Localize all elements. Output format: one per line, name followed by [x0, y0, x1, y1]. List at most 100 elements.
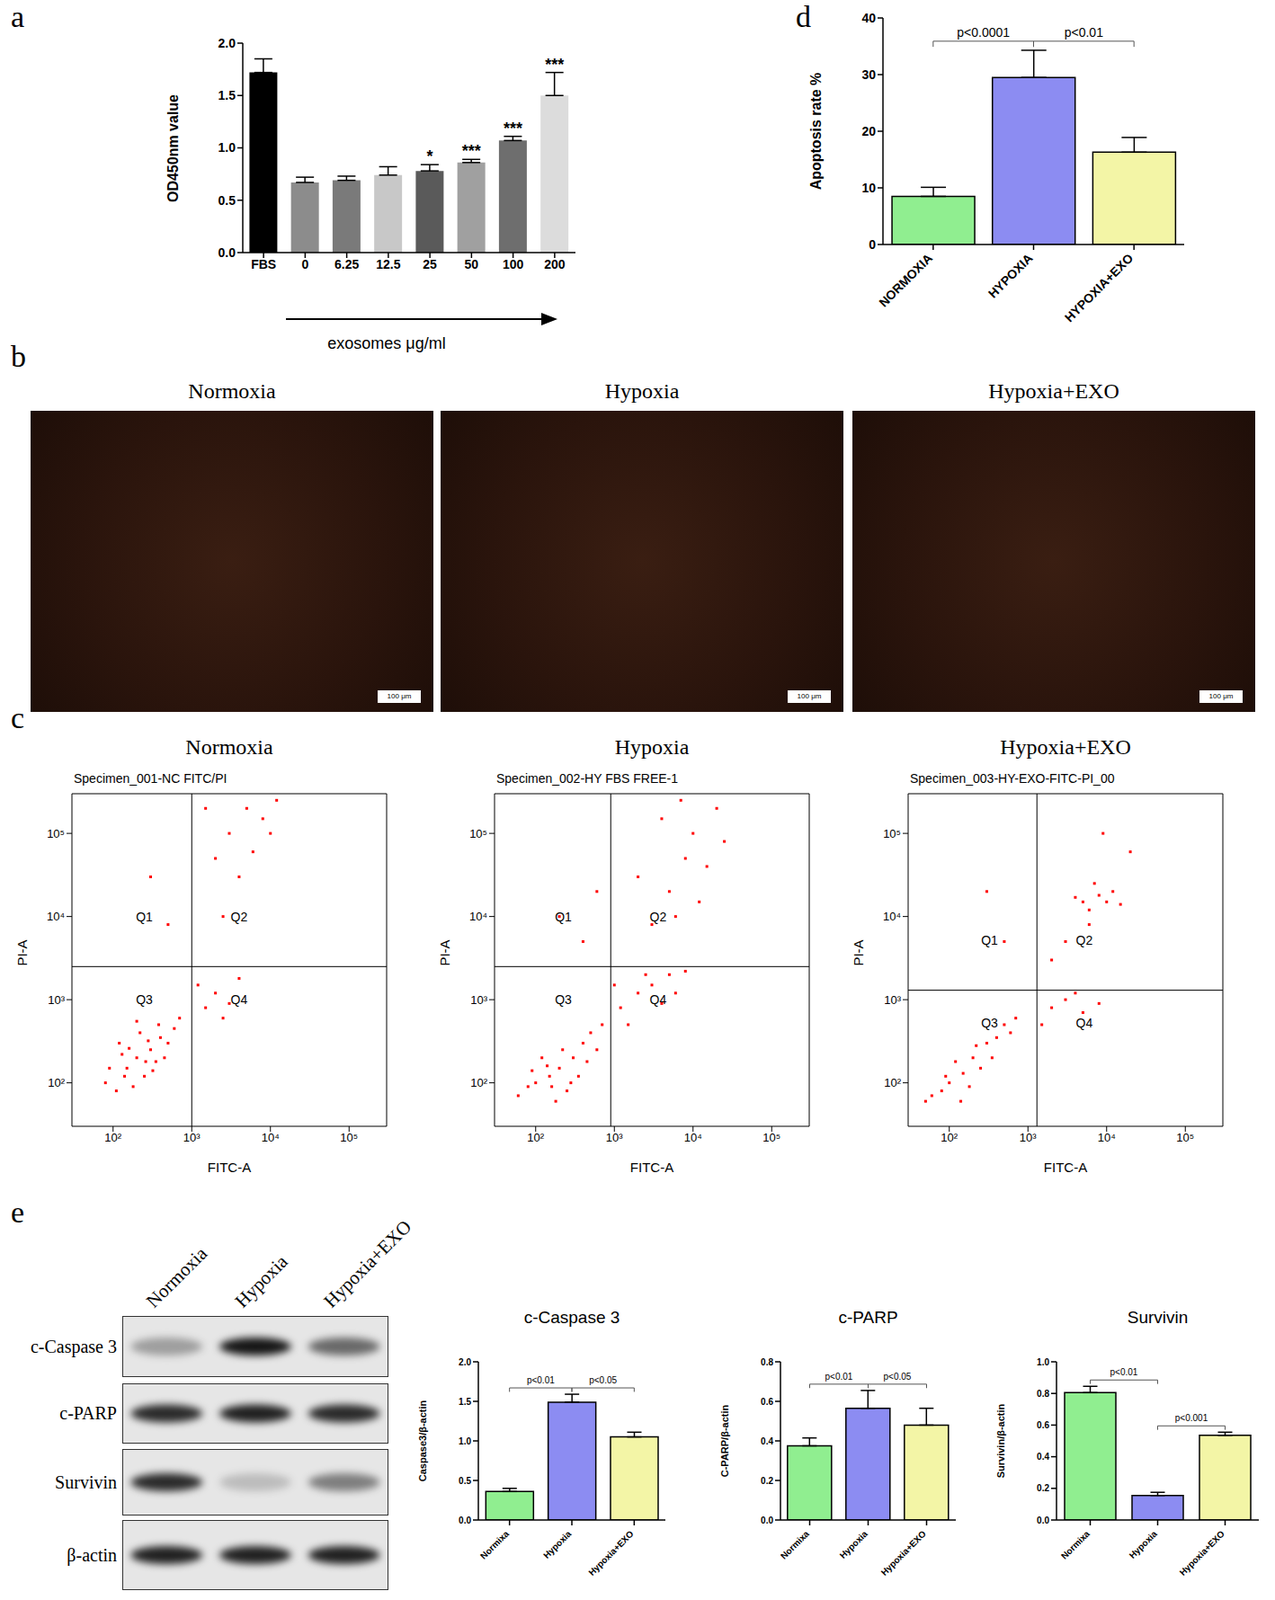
svg-text:*: * [426, 147, 433, 166]
svg-text:0.6: 0.6 [1036, 1420, 1050, 1431]
svg-text:10³: 10³ [183, 1131, 201, 1145]
svg-text:10⁵: 10⁵ [1176, 1131, 1195, 1145]
svg-text:1.0: 1.0 [218, 140, 237, 155]
svg-text:HYPOXIA: HYPOXIA [985, 250, 1036, 302]
svg-text:10³: 10³ [883, 993, 901, 1008]
svg-text:1.0: 1.0 [1036, 1357, 1050, 1368]
svg-text:Q1: Q1 [135, 909, 153, 925]
svg-text:10³: 10³ [47, 993, 65, 1008]
svg-text:0.8: 0.8 [1036, 1389, 1050, 1400]
html-text:Normoxia: Normoxia [188, 379, 276, 403]
svg-text:FBS: FBS [250, 257, 277, 272]
svg-text:10³: 10³ [470, 993, 488, 1008]
svg-text:p<0.05: p<0.05 [588, 1375, 617, 1386]
svg-text:Q3: Q3 [135, 992, 153, 1008]
svg-text:Q3: Q3 [554, 992, 572, 1008]
svg-text:10⁴: 10⁴ [469, 909, 488, 924]
svg-text:***: *** [462, 142, 482, 161]
svg-text:Hypoxia: Hypoxia [231, 1250, 294, 1313]
svg-text:Q3: Q3 [980, 1016, 999, 1031]
svg-text:10²: 10² [883, 1076, 901, 1090]
html-text:Hypoxia+EXO: Hypoxia+EXO [988, 379, 1120, 403]
svg-text:1.5: 1.5 [218, 88, 237, 103]
svg-text:25: 25 [422, 257, 437, 272]
svg-text:NORMOXIA: NORMOXIA [875, 250, 936, 311]
svg-text:20: 20 [861, 124, 876, 139]
svg-text:50: 50 [464, 257, 480, 272]
svg-text:p<0.001: p<0.001 [1175, 1413, 1209, 1424]
svg-text:10⁵: 10⁵ [339, 1131, 358, 1145]
svg-text:100: 100 [502, 257, 525, 272]
svg-text:0.4: 0.4 [760, 1436, 774, 1447]
svg-text:10²: 10² [940, 1131, 958, 1145]
svg-text:200: 200 [543, 257, 566, 272]
svg-text:Q1: Q1 [980, 933, 999, 948]
svg-text:Hypoxia+EXO: Hypoxia+EXO [586, 1528, 636, 1579]
svg-text:p<0.0001: p<0.0001 [956, 25, 1010, 40]
svg-text:10: 10 [861, 180, 876, 196]
svg-text:10²: 10² [470, 1076, 488, 1090]
svg-text:Q2: Q2 [650, 909, 668, 925]
svg-text:0.5: 0.5 [458, 1476, 472, 1487]
svg-text:***: *** [503, 119, 523, 138]
svg-text:Normixa: Normixa [778, 1528, 812, 1561]
svg-text:Normixa: Normixa [478, 1528, 511, 1561]
svg-text:0.0: 0.0 [458, 1515, 472, 1526]
svg-text:12.5: 12.5 [375, 257, 401, 272]
svg-text:10⁵: 10⁵ [46, 827, 65, 841]
svg-text:10⁴: 10⁴ [261, 1131, 280, 1145]
svg-text:Q4: Q4 [1076, 1016, 1094, 1031]
svg-text:10⁴: 10⁴ [46, 909, 65, 924]
svg-text:Hypoxia: Hypoxia [1127, 1528, 1160, 1561]
html-text:Hypoxia: Hypoxia [604, 379, 680, 403]
svg-text:0.4: 0.4 [1036, 1452, 1050, 1463]
svg-text:Q2: Q2 [231, 909, 249, 925]
svg-text:10⁵: 10⁵ [762, 1131, 781, 1145]
svg-text:6.25: 6.25 [334, 257, 359, 272]
svg-text:***: *** [544, 55, 564, 74]
svg-text:10³: 10³ [606, 1131, 624, 1145]
svg-text:Normixa: Normixa [1059, 1528, 1092, 1561]
svg-text:2.0: 2.0 [218, 35, 237, 51]
svg-text:Q2: Q2 [1076, 933, 1094, 948]
svg-text:p<0.01: p<0.01 [825, 1372, 854, 1382]
svg-text:0.2: 0.2 [1036, 1483, 1050, 1494]
svg-text:10⁴: 10⁴ [1097, 1131, 1116, 1145]
svg-text:Hypoxia+EXO: Hypoxia+EXO [319, 1216, 416, 1313]
svg-text:p<0.01: p<0.01 [526, 1375, 555, 1386]
svg-text:0.6: 0.6 [760, 1397, 774, 1408]
svg-text:Q1: Q1 [554, 909, 572, 925]
svg-text:10³: 10³ [1019, 1131, 1037, 1145]
svg-text:40: 40 [861, 10, 876, 26]
svg-text:HYPOXIA+EXO: HYPOXIA+EXO [1061, 250, 1137, 326]
svg-text:0.5: 0.5 [218, 193, 237, 208]
svg-text:0.2: 0.2 [760, 1476, 774, 1487]
svg-text:10⁵: 10⁵ [882, 827, 901, 841]
svg-text:10²: 10² [47, 1076, 65, 1090]
svg-text:Hypoxia+EXO: Hypoxia+EXO [879, 1528, 929, 1579]
svg-text:p<0.01: p<0.01 [1064, 25, 1104, 40]
svg-text:p<0.05: p<0.05 [883, 1372, 912, 1382]
svg-text:Hypoxia: Hypoxia [838, 1528, 871, 1561]
svg-text:0: 0 [301, 257, 309, 272]
svg-text:0: 0 [868, 237, 876, 252]
svg-text:p<0.01: p<0.01 [1110, 1367, 1139, 1378]
svg-text:10⁴: 10⁴ [882, 909, 901, 924]
svg-text:30: 30 [861, 67, 876, 82]
svg-text:Q4: Q4 [650, 992, 668, 1008]
svg-text:0.0: 0.0 [218, 245, 237, 260]
svg-text:Q4: Q4 [231, 992, 249, 1008]
svg-text:1.0: 1.0 [458, 1436, 472, 1447]
svg-text:10⁵: 10⁵ [469, 827, 488, 841]
svg-text:1.5: 1.5 [458, 1397, 472, 1408]
svg-text:0.8: 0.8 [760, 1357, 774, 1368]
svg-text:0.0: 0.0 [760, 1515, 774, 1526]
svg-text:Normoxia: Normoxia [142, 1242, 213, 1313]
svg-text:10⁴: 10⁴ [684, 1131, 703, 1145]
svg-text:10²: 10² [104, 1131, 122, 1145]
svg-text:2.0: 2.0 [458, 1357, 472, 1368]
svg-text:Hypoxia: Hypoxia [541, 1528, 574, 1561]
svg-text:0.0: 0.0 [1036, 1515, 1050, 1526]
svg-text:10²: 10² [526, 1131, 544, 1145]
svg-text:Hypoxia+EXO: Hypoxia+EXO [1177, 1528, 1228, 1579]
